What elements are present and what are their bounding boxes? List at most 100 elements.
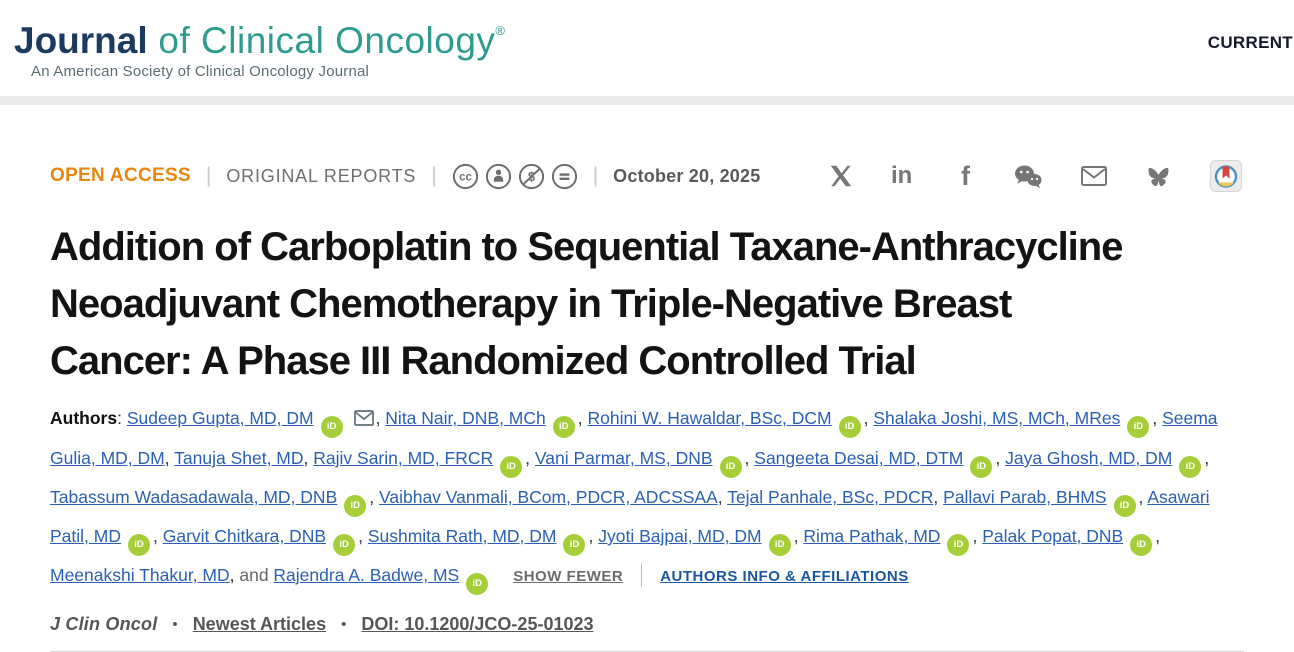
author-link[interactable]: Vani Parmar, MS, DNB bbox=[534, 448, 713, 468]
svg-text:in: in bbox=[891, 164, 912, 188]
author-link[interactable]: Shalaka Joshi, MS, MCh, MRes bbox=[873, 408, 1121, 428]
registered-mark: ® bbox=[495, 23, 505, 38]
newest-articles-link[interactable]: Newest Articles bbox=[192, 613, 327, 634]
author-link[interactable]: Tejal Panhale, BSc, PDCR bbox=[727, 487, 934, 507]
article-title-line: Cancer: A Phase III Randomized Controlle… bbox=[50, 339, 917, 383]
separator: | bbox=[205, 164, 212, 187]
author-link[interactable]: Rajiv Sarin, MD, FRCR bbox=[313, 448, 494, 468]
orcid-icon[interactable]: iD bbox=[127, 534, 150, 556]
authors-links-divider bbox=[641, 563, 643, 587]
show-fewer-button[interactable]: SHOW FEWER bbox=[513, 568, 624, 585]
author-separator: , bbox=[152, 526, 163, 546]
author-separator: , bbox=[972, 526, 983, 546]
author-link[interactable]: Palak Popat, DNB bbox=[982, 526, 1124, 546]
article-title: Addition of Carboplatin to Sequential Ta… bbox=[50, 219, 1244, 390]
author-link[interactable]: Rajendra A. Badwe, MS bbox=[273, 565, 460, 585]
publish-date: October 20, 2025 bbox=[613, 165, 761, 186]
nav-item-current[interactable]: CURRENT bbox=[1207, 33, 1293, 52]
author-link[interactable]: Seema Gulia, MD, DM bbox=[50, 408, 1218, 468]
author-separator: , bbox=[744, 448, 755, 468]
author-link[interactable]: Jyoti Bajpai, MD, DM bbox=[598, 526, 762, 546]
orcid-icon[interactable]: iD bbox=[947, 534, 970, 556]
author-separator: , bbox=[1204, 448, 1210, 468]
orcid-icon[interactable]: iD bbox=[563, 534, 586, 556]
author-link[interactable]: Jaya Ghosh, MD, DM bbox=[1005, 448, 1173, 468]
article-type-label[interactable]: ORIGINAL REPORTS bbox=[226, 165, 417, 186]
author-link[interactable]: Tabassum Wadasadawala, MD, DNB bbox=[50, 487, 338, 507]
authors-label-colon: : bbox=[117, 408, 127, 428]
author-link[interactable]: Pallavi Parab, BHMS bbox=[943, 487, 1107, 507]
author-separator: , bbox=[793, 526, 804, 546]
cc-by-person-icon[interactable] bbox=[485, 163, 512, 190]
orcid-icon[interactable]: iD bbox=[970, 456, 993, 478]
orcid-icon[interactable]: iD bbox=[333, 534, 356, 556]
open-access-badge: OPEN ACCESS bbox=[50, 165, 191, 186]
orcid-icon[interactable]: iD bbox=[1113, 495, 1136, 517]
author-link[interactable]: Rima Pathak, MD bbox=[803, 526, 941, 546]
author-separator: , bbox=[369, 487, 379, 507]
author-separator: , bbox=[717, 487, 728, 507]
orcid-icon[interactable]: iD bbox=[1127, 416, 1150, 438]
author-link[interactable]: Sushmita Rath, MD, DM bbox=[367, 526, 557, 546]
author-link[interactable]: Asawari Patil, MD bbox=[50, 487, 1210, 546]
authors-info-link[interactable]: AUTHORS INFO & AFFILIATIONS bbox=[660, 568, 909, 585]
orcid-icon[interactable]: iD bbox=[838, 416, 861, 438]
author-link[interactable]: Garvit Chitkara, DNB bbox=[162, 526, 327, 546]
author-link[interactable]: Tanuja Shet, MD bbox=[174, 448, 304, 468]
wechat-icon[interactable] bbox=[1014, 164, 1042, 189]
orcid-icon[interactable]: iD bbox=[500, 456, 523, 478]
separator: | bbox=[431, 164, 437, 187]
cc-icon[interactable]: cc bbox=[452, 163, 479, 190]
author-link[interactable]: Sudeep Gupta, MD, DM bbox=[126, 408, 314, 428]
author-separator: , bbox=[588, 526, 599, 546]
bullet-separator: • bbox=[172, 615, 178, 633]
author-separator: , bbox=[863, 408, 874, 428]
linkedin-icon[interactable]: in bbox=[891, 164, 921, 188]
email-icon[interactable] bbox=[1081, 166, 1107, 186]
author-link[interactable]: Sangeeta Desai, MD, DTM bbox=[754, 448, 964, 468]
article-title-line: Neoadjuvant Chemotherapy in Triple-Negat… bbox=[50, 282, 1012, 326]
author-link[interactable]: Rohini W. Hawaldar, BSc, DCM bbox=[587, 408, 832, 428]
article-meta-left: OPEN ACCESS | ORIGINAL REPORTS | cc $ | … bbox=[50, 163, 760, 190]
logo-word-rest: of Clinical Oncology bbox=[147, 20, 496, 61]
author-link[interactable]: Nita Nair, DNB, MCh bbox=[385, 408, 546, 428]
cc-license-icons[interactable]: cc $ bbox=[452, 163, 578, 190]
logo-word-journal: Journal bbox=[14, 20, 148, 61]
journal-logo-text: Journal of Clinical Oncology® bbox=[14, 10, 505, 62]
reference-manager-badge-icon[interactable] bbox=[1210, 160, 1242, 192]
doi-link[interactable]: DOI: 10.1200/JCO-25-01023 bbox=[361, 613, 594, 634]
journal-logo[interactable]: Journal of Clinical Oncology® An America… bbox=[14, 10, 505, 80]
author-separator: , bbox=[229, 565, 240, 585]
cc-nc-dollar-icon[interactable]: $ bbox=[518, 163, 545, 190]
orcid-icon[interactable]: iD bbox=[552, 416, 575, 438]
author-link[interactable]: Meenakshi Thakur, MD bbox=[50, 565, 230, 585]
journal-abbrev: J Clin Oncol bbox=[50, 613, 158, 634]
bottom-divider bbox=[50, 650, 1244, 652]
author-separator: , bbox=[1138, 487, 1148, 507]
cc-nd-equals-icon[interactable] bbox=[551, 163, 578, 190]
bluesky-icon[interactable] bbox=[1146, 165, 1171, 188]
share-toolbar: in f bbox=[830, 160, 1244, 192]
author-separator: , bbox=[577, 408, 588, 428]
author-separator: , bbox=[164, 448, 175, 468]
author-separator: , bbox=[1155, 526, 1161, 546]
orcid-icon[interactable]: iD bbox=[320, 416, 343, 438]
orcid-icon[interactable]: iD bbox=[719, 456, 742, 478]
authors-block: Authors: Sudeep Gupta, MD, DM iD, Nita Na… bbox=[50, 399, 1244, 596]
authors-list: Sudeep Gupta, MD, DM iD, Nita Nair, DNB, … bbox=[50, 408, 1218, 595]
author-link[interactable]: Vaibhav Vanmali, BCom, PDCR, ADCSSAA bbox=[378, 487, 718, 507]
x-icon[interactable] bbox=[830, 165, 852, 187]
article-meta-row: OPEN ACCESS | ORIGINAL REPORTS | cc $ | … bbox=[50, 160, 1244, 192]
orcid-icon[interactable]: iD bbox=[344, 495, 367, 517]
logo-tagline: An American Society of Clinical Oncology… bbox=[31, 63, 370, 80]
svg-text:cc: cc bbox=[459, 171, 472, 183]
orcid-icon[interactable]: iD bbox=[768, 534, 791, 556]
author-separator: , bbox=[933, 487, 944, 507]
email-author-icon[interactable] bbox=[353, 401, 374, 439]
author-separator: , bbox=[525, 448, 535, 468]
orcid-icon[interactable]: iD bbox=[1130, 534, 1153, 556]
orcid-icon[interactable]: iD bbox=[1179, 456, 1202, 478]
orcid-icon[interactable]: iD bbox=[466, 573, 489, 595]
facebook-icon[interactable]: f bbox=[960, 162, 975, 190]
